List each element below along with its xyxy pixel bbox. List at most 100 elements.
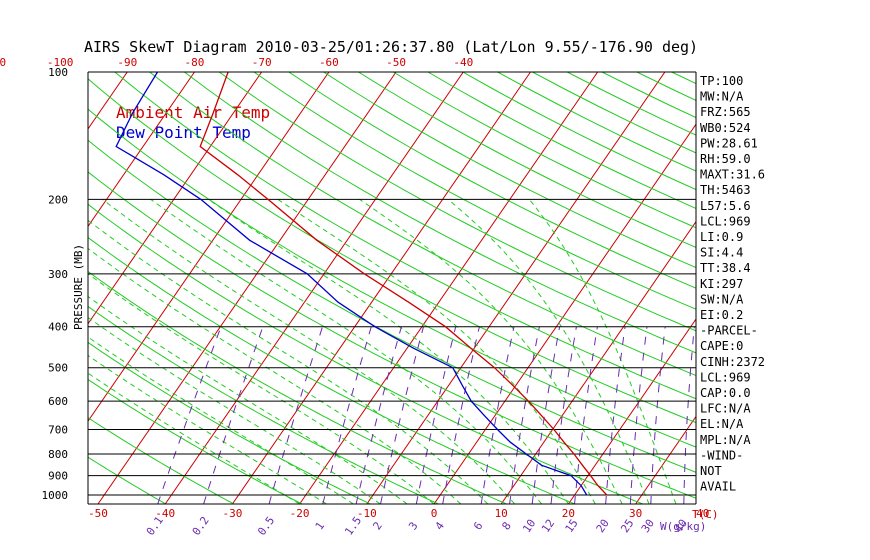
stat-line: SI:4.4	[700, 246, 743, 260]
isotherm-line	[299, 72, 599, 504]
bottom-temp-tick-label: 40	[696, 507, 709, 520]
mixing-ratio-line	[531, 326, 561, 504]
dry-adiabat-line	[253, 72, 696, 310]
isotherm-line	[88, 72, 195, 228]
stat-line: LCL:969	[700, 370, 751, 384]
stat-line: MW:N/A	[700, 90, 744, 104]
pressure-tick-label: 400	[48, 321, 68, 334]
mixing-ratio-label: 0.2	[190, 514, 212, 538]
stat-line: MAXT:31.6	[700, 168, 765, 182]
dry-adiabat-line	[462, 72, 696, 191]
dry-adiabat-line	[88, 108, 696, 448]
mixing-ratio-line	[650, 326, 666, 504]
moist-adiabat-line	[88, 316, 381, 504]
top-temp-tick-label: -70	[252, 56, 272, 69]
y-axis-label: PRESSURE (MB)	[72, 244, 85, 330]
isotherm-line	[88, 72, 263, 325]
stat-line: L57:5.6	[700, 199, 751, 213]
mixing-ratio-line	[480, 326, 515, 504]
bottom-temp-tick-label: 0	[431, 507, 438, 520]
top-temp-tick-label: -80	[185, 56, 205, 69]
mixing-ratio-line	[203, 326, 264, 504]
stat-line: PW:28.61	[700, 136, 758, 150]
isotherm-line	[770, 72, 870, 504]
stat-line: CAP:0.0	[700, 386, 751, 400]
mixing-ratio-line	[415, 326, 457, 504]
stat-line: MPL:N/A	[700, 433, 751, 447]
mixing-ratio-label: 20	[594, 517, 612, 535]
stat-line: RH:59.0	[700, 152, 751, 166]
stat-line: KI:297	[700, 277, 743, 291]
stat-line: FRZ:565	[700, 105, 751, 119]
pressure-tick-label: 900	[48, 470, 68, 483]
moist-adiabat-line	[447, 198, 650, 504]
stat-line: EI:0.2	[700, 308, 743, 322]
mixing-ratio-line	[268, 326, 323, 504]
mixing-ratio-line	[683, 326, 695, 504]
bottom-temp-tick-label: -30	[222, 507, 242, 520]
dry-adiabat-line	[88, 270, 507, 504]
mixing-ratio-label: 12	[539, 517, 557, 535]
dry-adiabat-line	[88, 171, 696, 499]
mixing-ratio-line	[509, 326, 540, 504]
top-temp-tick-label: -100	[47, 56, 74, 69]
dry-adiabat-line	[88, 341, 371, 504]
stat-line: EL:N/A	[700, 417, 744, 431]
stat-line: -PARCEL-	[700, 324, 758, 338]
dry-adiabat-line	[88, 456, 166, 504]
mixing-ratio-label: 3	[406, 520, 420, 533]
dry-adiabat-line	[358, 72, 696, 248]
moist-adiabat-line	[88, 336, 354, 504]
bottom-temp-tick-label: -50	[88, 507, 108, 520]
dry-adiabat-line	[88, 139, 696, 473]
pressure-tick-label: 200	[48, 193, 68, 206]
dry-adiabat-line	[88, 78, 696, 424]
moist-adiabat-line	[102, 198, 515, 504]
stat-line: TH:5463	[700, 183, 751, 197]
top-temp-tick-label: -110	[0, 56, 6, 69]
mixing-ratio-label: 10	[520, 517, 538, 535]
moist-adiabat-line	[88, 219, 489, 504]
stat-line: -WIND-	[700, 448, 743, 462]
mixing-ratio-label: 8	[499, 520, 513, 533]
mixing-ratio-label: 15	[563, 517, 581, 535]
stat-line: NOT	[700, 464, 722, 478]
mixing-ratio-line	[380, 326, 424, 504]
stat-line: CAPE:0	[700, 339, 743, 353]
bottom-temp-tick-label: 10	[495, 507, 508, 520]
pressure-tick-label: 1000	[42, 489, 69, 502]
mixing-ratio-line	[322, 326, 372, 504]
moist-adiabat-line	[528, 198, 677, 504]
pressure-tick-label: 600	[48, 395, 68, 408]
dry-adiabat-line	[88, 203, 643, 504]
mixing-ratio-line	[442, 326, 480, 504]
moist-adiabat-line	[359, 198, 623, 504]
stat-line: SW:N/A	[700, 292, 744, 306]
mixing-ratio-label: 1	[313, 520, 327, 533]
moist-adiabat-line	[88, 354, 327, 504]
bottom-temp-tick-label: -20	[290, 507, 310, 520]
moist-adiabat-line	[88, 295, 408, 504]
mixing-ratio-line	[355, 326, 402, 504]
dry-adiabat-line	[88, 378, 303, 504]
mixing-ratio-line	[605, 326, 626, 504]
bottom-temp-tick-label: 30	[629, 507, 642, 520]
mixing-ratio-line	[629, 326, 648, 504]
mixing-ratio-label: 40	[672, 517, 690, 535]
pressure-tick-label: 100	[48, 66, 68, 79]
legend-ambient-air-temp: Ambient Air Temp	[116, 103, 270, 122]
isotherm-line	[366, 72, 666, 504]
top-temp-tick-label: -60	[319, 56, 339, 69]
moist-adiabat-line	[88, 372, 300, 504]
stat-line: LI:0.9	[700, 230, 743, 244]
moist-adiabat-line	[88, 247, 462, 504]
isotherm-line	[567, 318, 696, 504]
dew-point-temp-line	[115, 72, 588, 496]
dry-adiabat-line	[323, 72, 696, 269]
dry-adiabat-line	[88, 417, 235, 504]
dry-adiabat-line	[149, 72, 696, 377]
stat-line: WB0:524	[700, 121, 751, 135]
dry-adiabat-line	[184, 72, 696, 354]
pressure-tick-label: 500	[48, 362, 68, 375]
mixing-ratio-label: 4	[433, 519, 448, 532]
